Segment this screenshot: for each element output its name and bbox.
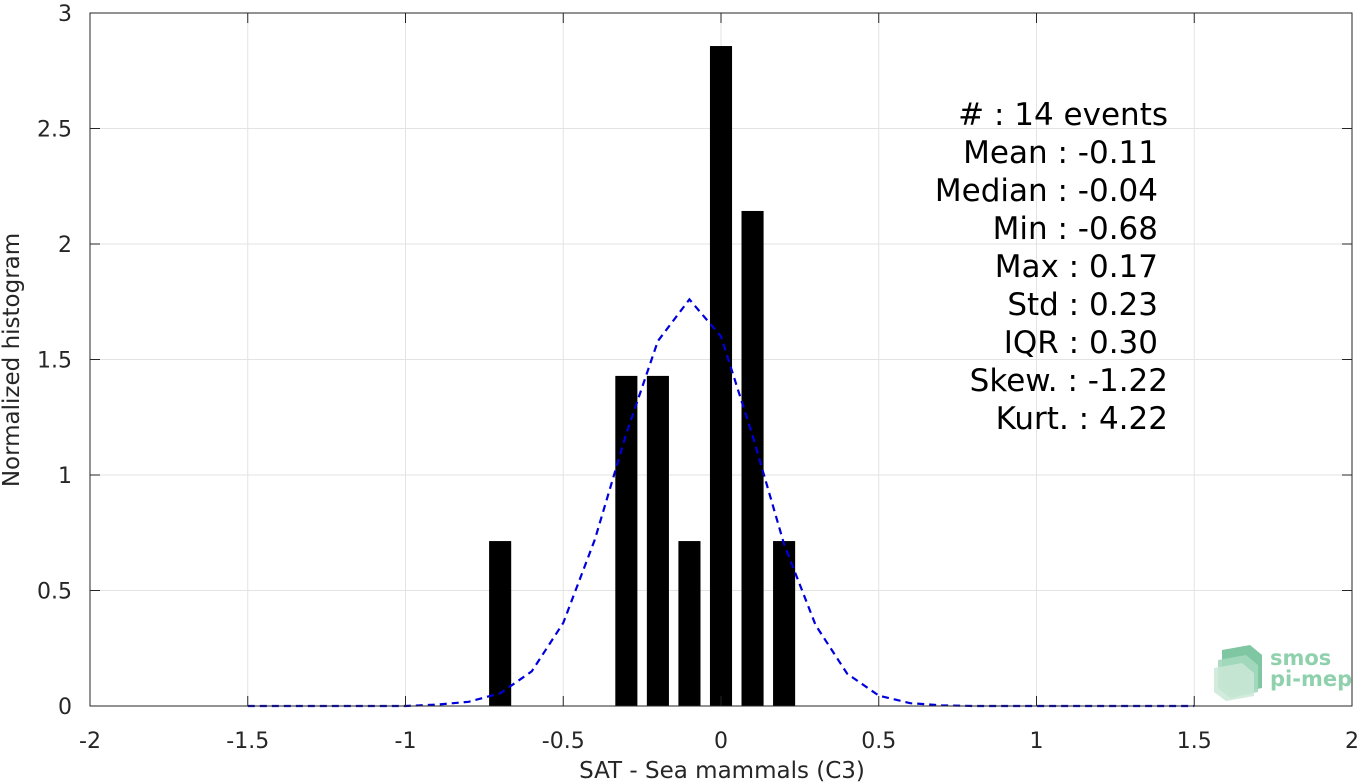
histogram-bar <box>773 541 796 706</box>
y-axis-label: Normalized histogram <box>0 233 25 487</box>
histogram-bars <box>489 46 796 707</box>
x-tick-label: 0.5 <box>861 729 896 754</box>
histogram-bar <box>678 541 701 706</box>
y-tick-label: 2 <box>58 233 72 258</box>
histogram-bar <box>741 210 764 707</box>
y-tick-label: 3 <box>58 2 72 27</box>
stat-median: Median : -0.04 <box>935 173 1158 209</box>
stat-std: Std : 0.23 <box>1007 287 1158 323</box>
axes-frame <box>89 12 1353 707</box>
y-tick-label: 0.5 <box>37 580 72 605</box>
y-tick-label: 1 <box>58 464 72 489</box>
logo-text-pi-mep: pi-mep <box>1270 667 1352 691</box>
x-tick-label: 1 <box>1030 729 1044 754</box>
stat-max: Max : 0.17 <box>995 249 1158 285</box>
x-tick-label: -0.5 <box>542 729 585 754</box>
y-tick-label: 0 <box>58 695 72 720</box>
stat-mean: Mean : -0.11 <box>963 135 1158 171</box>
stat-iqr: IQR : 0.30 <box>1004 325 1158 361</box>
x-tick-label: -1.5 <box>226 729 269 754</box>
x-axis-label: SAT - Sea mammals (C3) <box>579 758 865 784</box>
x-tick-label: 2 <box>1345 729 1359 754</box>
histogram-bar <box>489 541 512 706</box>
x-tick-label: -2 <box>79 729 101 754</box>
logo-stack-icon <box>1214 645 1262 701</box>
stat-min: Min : -0.68 <box>993 211 1158 247</box>
stat-events: # : 14 events <box>958 97 1168 133</box>
y-tick-labels: 0 0.5 1 1.5 2 2.5 3 <box>37 2 72 720</box>
stat-skewness: Skew. : -1.22 <box>970 363 1168 399</box>
logo-text-smos: smos <box>1270 646 1331 670</box>
x-tick-label: 0 <box>714 729 728 754</box>
stat-kurtosis: Kurt. : 4.22 <box>996 401 1168 437</box>
x-tick-label: -1 <box>395 729 417 754</box>
histogram-bar <box>709 46 733 706</box>
y-tick-label: 1.5 <box>37 349 72 374</box>
x-tick-label: 1.5 <box>1177 729 1212 754</box>
histogram-bar <box>646 375 669 706</box>
smos-pi-mep-logo: smos pi-mep <box>1214 645 1352 701</box>
stats-box: # : 14 events Mean : -0.11 Median : -0.0… <box>935 97 1168 437</box>
histogram-bar <box>615 375 638 706</box>
y-tick-label: 2.5 <box>37 118 72 143</box>
x-tick-labels: -2 -1.5 -1 -0.5 0 0.5 1 1.5 2 <box>79 729 1359 754</box>
